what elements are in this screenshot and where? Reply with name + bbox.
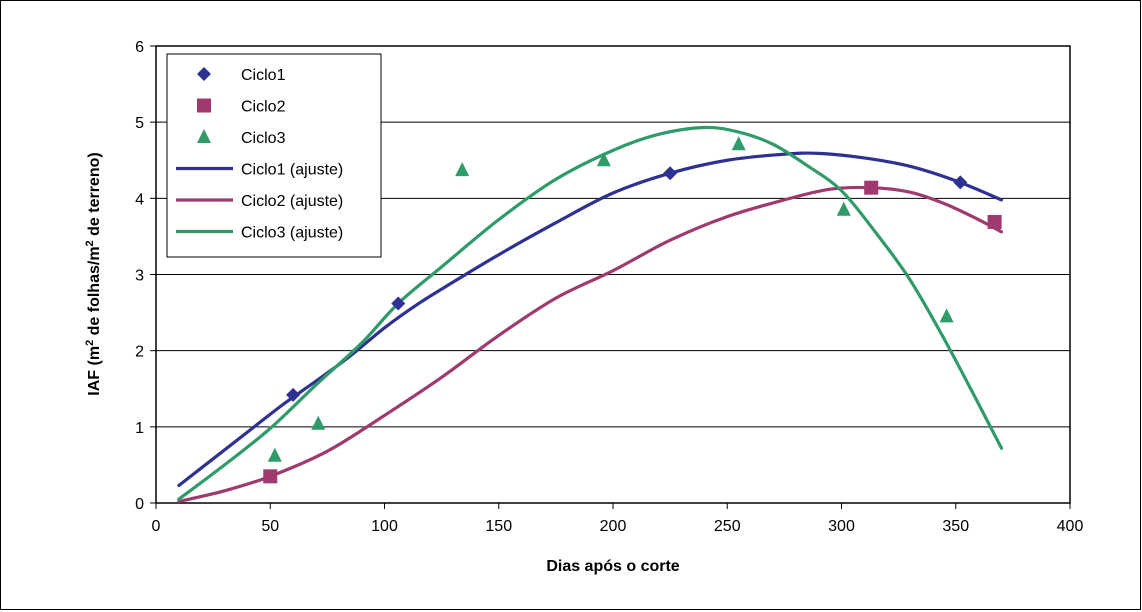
- x-axis-label: Dias após o corte: [546, 558, 679, 575]
- ciclo1-point: [286, 387, 301, 402]
- legend-label-ciclo3: Ciclo3: [241, 130, 286, 147]
- legend-swatch-ciclo2: [197, 98, 211, 113]
- x-tick-label: 0: [152, 518, 161, 535]
- y-tick-label: 4: [135, 191, 144, 208]
- ciclo3-point: [939, 308, 954, 323]
- y-tick-label: 5: [135, 115, 144, 132]
- y-tick-label: 2: [135, 344, 144, 361]
- x-tick-label: 100: [371, 518, 398, 535]
- ciclo3-ajuste-line: [177, 125, 1004, 501]
- legend-box: [166, 53, 382, 258]
- y-axis-label-part-1: IAF (m: [86, 346, 103, 396]
- ciclo3-point: [267, 447, 282, 462]
- ciclo3-point: [731, 136, 746, 151]
- y-tick-label: 6: [135, 39, 144, 56]
- fit-lines: [177, 125, 1004, 504]
- y-axis-ticks: 0 1 2 3 4 5 6: [135, 39, 156, 513]
- y-axis-label: IAF (m2 de folhas/m2 de terreno): [84, 152, 103, 395]
- ciclo1-point: [663, 166, 678, 181]
- ciclo2-point: [263, 469, 278, 484]
- x-tick-label: 400: [1057, 518, 1084, 535]
- ciclo3-point: [836, 201, 851, 216]
- y-tick-label: 3: [135, 268, 144, 285]
- ciclo2-point: [987, 214, 1002, 229]
- x-tick-label: 50: [261, 518, 279, 535]
- legend-label-ciclo3-ajuste: Ciclo3 (ajuste): [241, 225, 343, 242]
- ciclo1-point: [953, 175, 968, 190]
- legend-label-ciclo1-ajuste: Ciclo1 (ajuste): [241, 162, 343, 179]
- x-tick-label: 350: [942, 518, 969, 535]
- ciclo1-ajuste-line: [177, 151, 1004, 488]
- legend-label-ciclo1: Ciclo1: [241, 67, 286, 84]
- x-tick-label: 250: [714, 518, 741, 535]
- y-axis-label-sup-2: 2: [84, 240, 96, 246]
- legend-label-ciclo2: Ciclo2: [241, 99, 286, 116]
- ciclo1-point: [391, 296, 406, 311]
- data-markers: [263, 136, 1002, 484]
- y-tick-label: 0: [135, 496, 144, 513]
- y-axis-label-part-2: de folhas/m: [86, 246, 103, 339]
- x-tick-label: 300: [828, 518, 855, 535]
- legend: Ciclo1 Ciclo2 Ciclo3 Ciclo1 (ajuste) Ciclo2 …: [166, 53, 382, 258]
- ciclo3-point: [596, 152, 611, 167]
- y-axis-label-part-3: de terreno): [86, 152, 103, 240]
- ciclo2-point: [864, 180, 879, 195]
- x-tick-label: 150: [485, 518, 512, 535]
- ciclo2-ajuste-line: [177, 185, 1004, 504]
- x-tick-label: 200: [600, 518, 627, 535]
- y-tick-label: 1: [135, 420, 144, 437]
- y-axis-label-sup-1: 2: [84, 340, 96, 346]
- legend-label-ciclo2-ajuste: Ciclo2 (ajuste): [241, 193, 343, 210]
- ciclo3-point: [455, 162, 470, 177]
- ciclo3-point: [311, 415, 326, 430]
- x-axis-ticks: 0 50 100 150 200 250 300 350 400: [152, 503, 1084, 535]
- legend-swatch-ciclo1: [197, 67, 211, 81]
- legend-swatch-ciclo3: [197, 129, 211, 143]
